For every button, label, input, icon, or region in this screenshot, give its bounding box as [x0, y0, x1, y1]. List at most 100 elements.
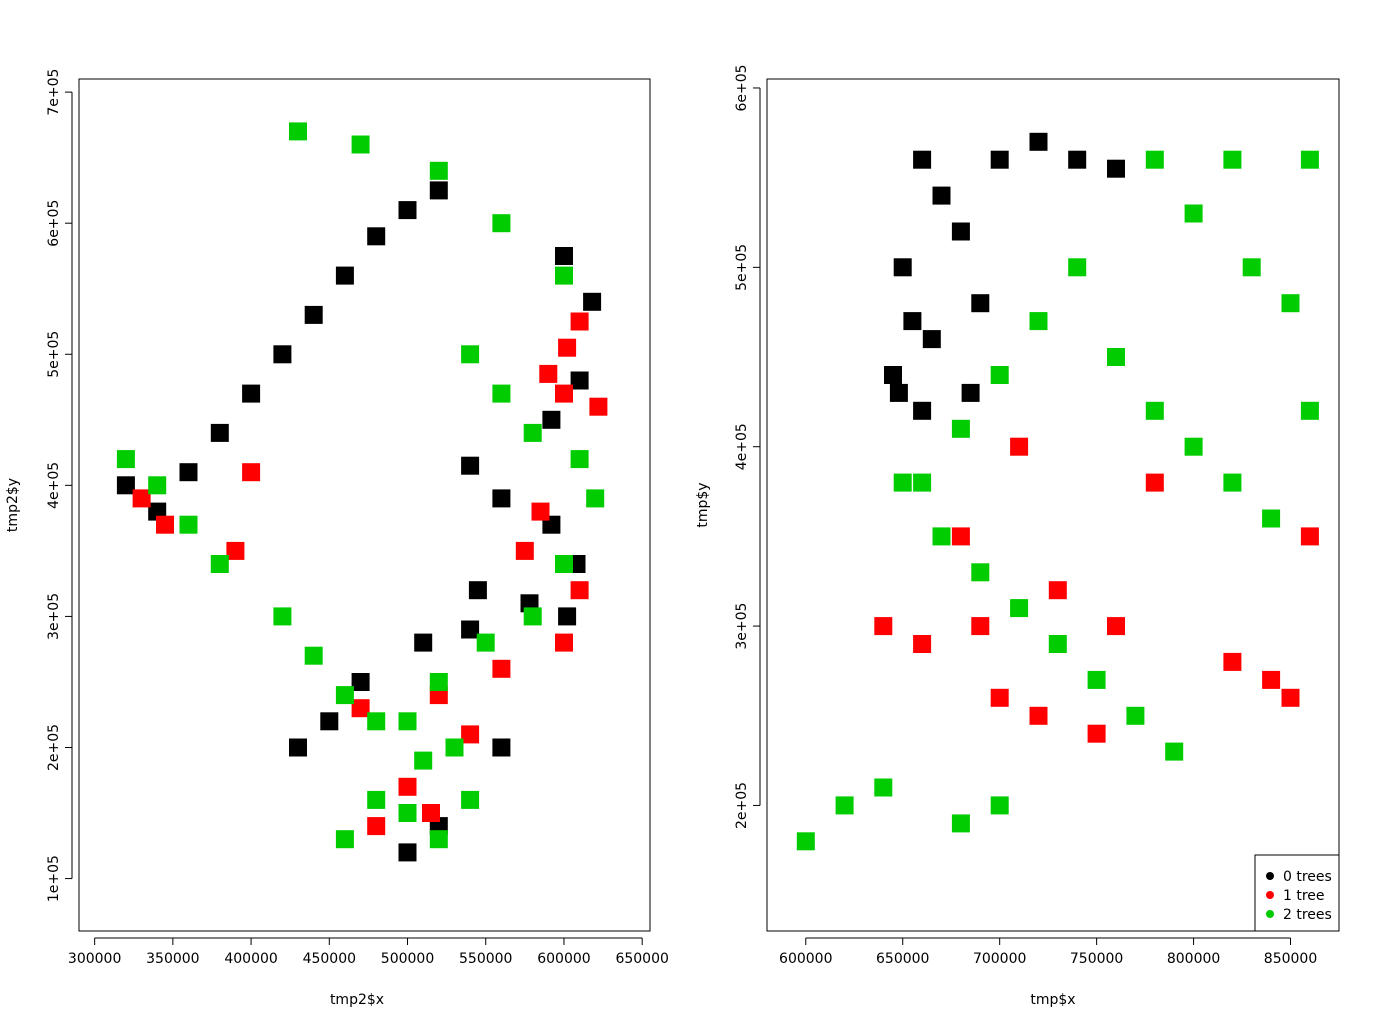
left-point-s0-3	[461, 456, 480, 475]
right-point-s0-4	[932, 186, 951, 205]
right-x-tick-label-0: 600000	[779, 951, 832, 967]
left-point-s2-11	[586, 489, 605, 508]
right-panel: 600000 650000 700000 750000 800000 850000 2e+…	[695, 64, 1340, 1008]
left-point-s0-7	[468, 581, 487, 600]
right-point-s2-19	[1281, 294, 1300, 313]
right-point-s1-3	[1029, 706, 1048, 725]
left-point-s0-17	[304, 305, 323, 324]
left-point-s0-16	[335, 266, 354, 285]
right-point-s2-3	[1010, 599, 1029, 618]
right-point-s2-0	[893, 473, 912, 492]
right-point-s2-17	[1262, 509, 1281, 528]
right-point-s1-1	[913, 635, 932, 653]
left-point-s1-11	[367, 817, 386, 836]
left-point-s1-0	[570, 312, 589, 331]
left-point-s0-14	[398, 201, 417, 220]
left-point-s0-23	[116, 476, 135, 495]
right-point-s2-27	[990, 366, 1009, 384]
left-x-tick-label-5: 550000	[459, 951, 512, 967]
right-point-s0-0	[893, 258, 912, 277]
left-point-s0-15	[367, 227, 386, 246]
left-point-s1-13	[226, 541, 245, 560]
right-point-s2-12	[835, 796, 854, 815]
right-point-s2-18	[1300, 401, 1319, 420]
right-point-s2-14	[1145, 401, 1164, 420]
left-point-s2-22	[335, 686, 354, 705]
right-point-s2-9	[951, 814, 970, 833]
left-point-s2-7	[429, 673, 448, 691]
left-point-s2-16	[116, 450, 135, 469]
right-point-s2-1	[932, 527, 951, 546]
left-point-s2-23	[398, 712, 417, 731]
right-point-s1-6	[1262, 670, 1281, 689]
left-point-s0-4	[492, 489, 511, 508]
left-point-s2-26	[492, 214, 511, 233]
right-plot-frame	[766, 78, 1340, 932]
left-x-tick-label-4: 500000	[381, 951, 434, 967]
right-point-s1-8	[951, 527, 970, 546]
left-point-s1-5	[531, 502, 550, 521]
right-point-s2-26	[1029, 312, 1048, 331]
left-point-s0-1	[570, 371, 589, 390]
right-point-s0-8	[1029, 132, 1048, 151]
right-point-s2-15	[1184, 437, 1203, 456]
left-point-s2-0	[367, 790, 386, 809]
left-point-s1-18	[461, 725, 480, 744]
left-x-axis: 300000 350000 400000 450000 500000 550000 6000…	[68, 937, 669, 967]
left-x-tick-label-3: 450000	[303, 951, 356, 967]
legend-label-0-trees: 0 trees	[1283, 869, 1332, 885]
left-point-s2-1	[398, 804, 417, 822]
right-y-tick-label-3: 5e+05	[734, 244, 750, 291]
left-point-s2-15	[461, 345, 480, 364]
left-y-tick-label-4: 5e+05	[46, 331, 62, 378]
left-point-s1-15	[132, 489, 151, 508]
right-point-s0-10	[1107, 159, 1125, 178]
right-point-s1-0	[874, 617, 893, 636]
left-x-tick-label-7: 650000	[615, 951, 668, 967]
right-point-s2-22	[1145, 150, 1164, 169]
right-point-s0-7	[990, 150, 1009, 169]
left-x-tick-label-0: 300000	[68, 951, 121, 967]
legend-marker-1-tree	[1266, 891, 1274, 899]
right-point-s0-9	[1068, 150, 1087, 169]
left-point-s1-2	[539, 364, 558, 383]
right-point-s1-13	[1300, 527, 1319, 546]
left-point-s0-27	[492, 738, 511, 757]
right-point-s1-4	[1087, 724, 1106, 743]
left-point-s0-25	[320, 712, 339, 731]
legend: 0 trees 1 tree 2 trees	[1254, 854, 1340, 932]
legend-marker-0-trees	[1266, 872, 1274, 880]
right-point-s0-5	[951, 222, 970, 241]
right-point-s2-13	[1107, 348, 1125, 366]
left-point-s1-19	[351, 699, 370, 718]
left-point-s2-3	[461, 790, 480, 809]
right-point-s1-5	[1223, 652, 1242, 671]
left-y-tick-label-0: 1e+05	[46, 855, 62, 902]
right-point-s1-2	[990, 688, 1009, 707]
right-point-s1-14	[1145, 473, 1164, 492]
left-point-s2-20	[273, 607, 292, 626]
right-x-axis-label: tmp$x	[1030, 992, 1075, 1008]
left-point-s0-0	[583, 292, 602, 311]
left-point-s0-13	[429, 181, 448, 200]
left-point-s2-6	[367, 712, 386, 731]
left-point-s2-13	[523, 423, 542, 442]
right-point-s2-16	[1223, 473, 1242, 492]
right-y-axis-label: tmp$y	[695, 482, 711, 527]
right-point-s2-29	[913, 473, 932, 492]
left-point-s0-19	[242, 384, 261, 403]
left-point-s0-26	[289, 738, 307, 757]
left-point-s0-18	[273, 345, 292, 364]
right-point-s1-12	[1107, 617, 1125, 636]
left-points-layer	[116, 122, 608, 862]
left-point-s1-3	[589, 397, 608, 416]
right-point-s2-2	[971, 563, 990, 582]
right-point-s0-11	[884, 366, 902, 384]
left-plot-frame	[78, 78, 651, 932]
right-point-s2-24	[1300, 150, 1319, 169]
legend-label-2-trees: 2 trees	[1283, 907, 1332, 923]
left-point-s2-18	[179, 515, 198, 534]
left-point-s2-27	[429, 161, 448, 180]
right-point-s0-3	[913, 150, 932, 169]
right-point-s2-8	[990, 796, 1009, 815]
